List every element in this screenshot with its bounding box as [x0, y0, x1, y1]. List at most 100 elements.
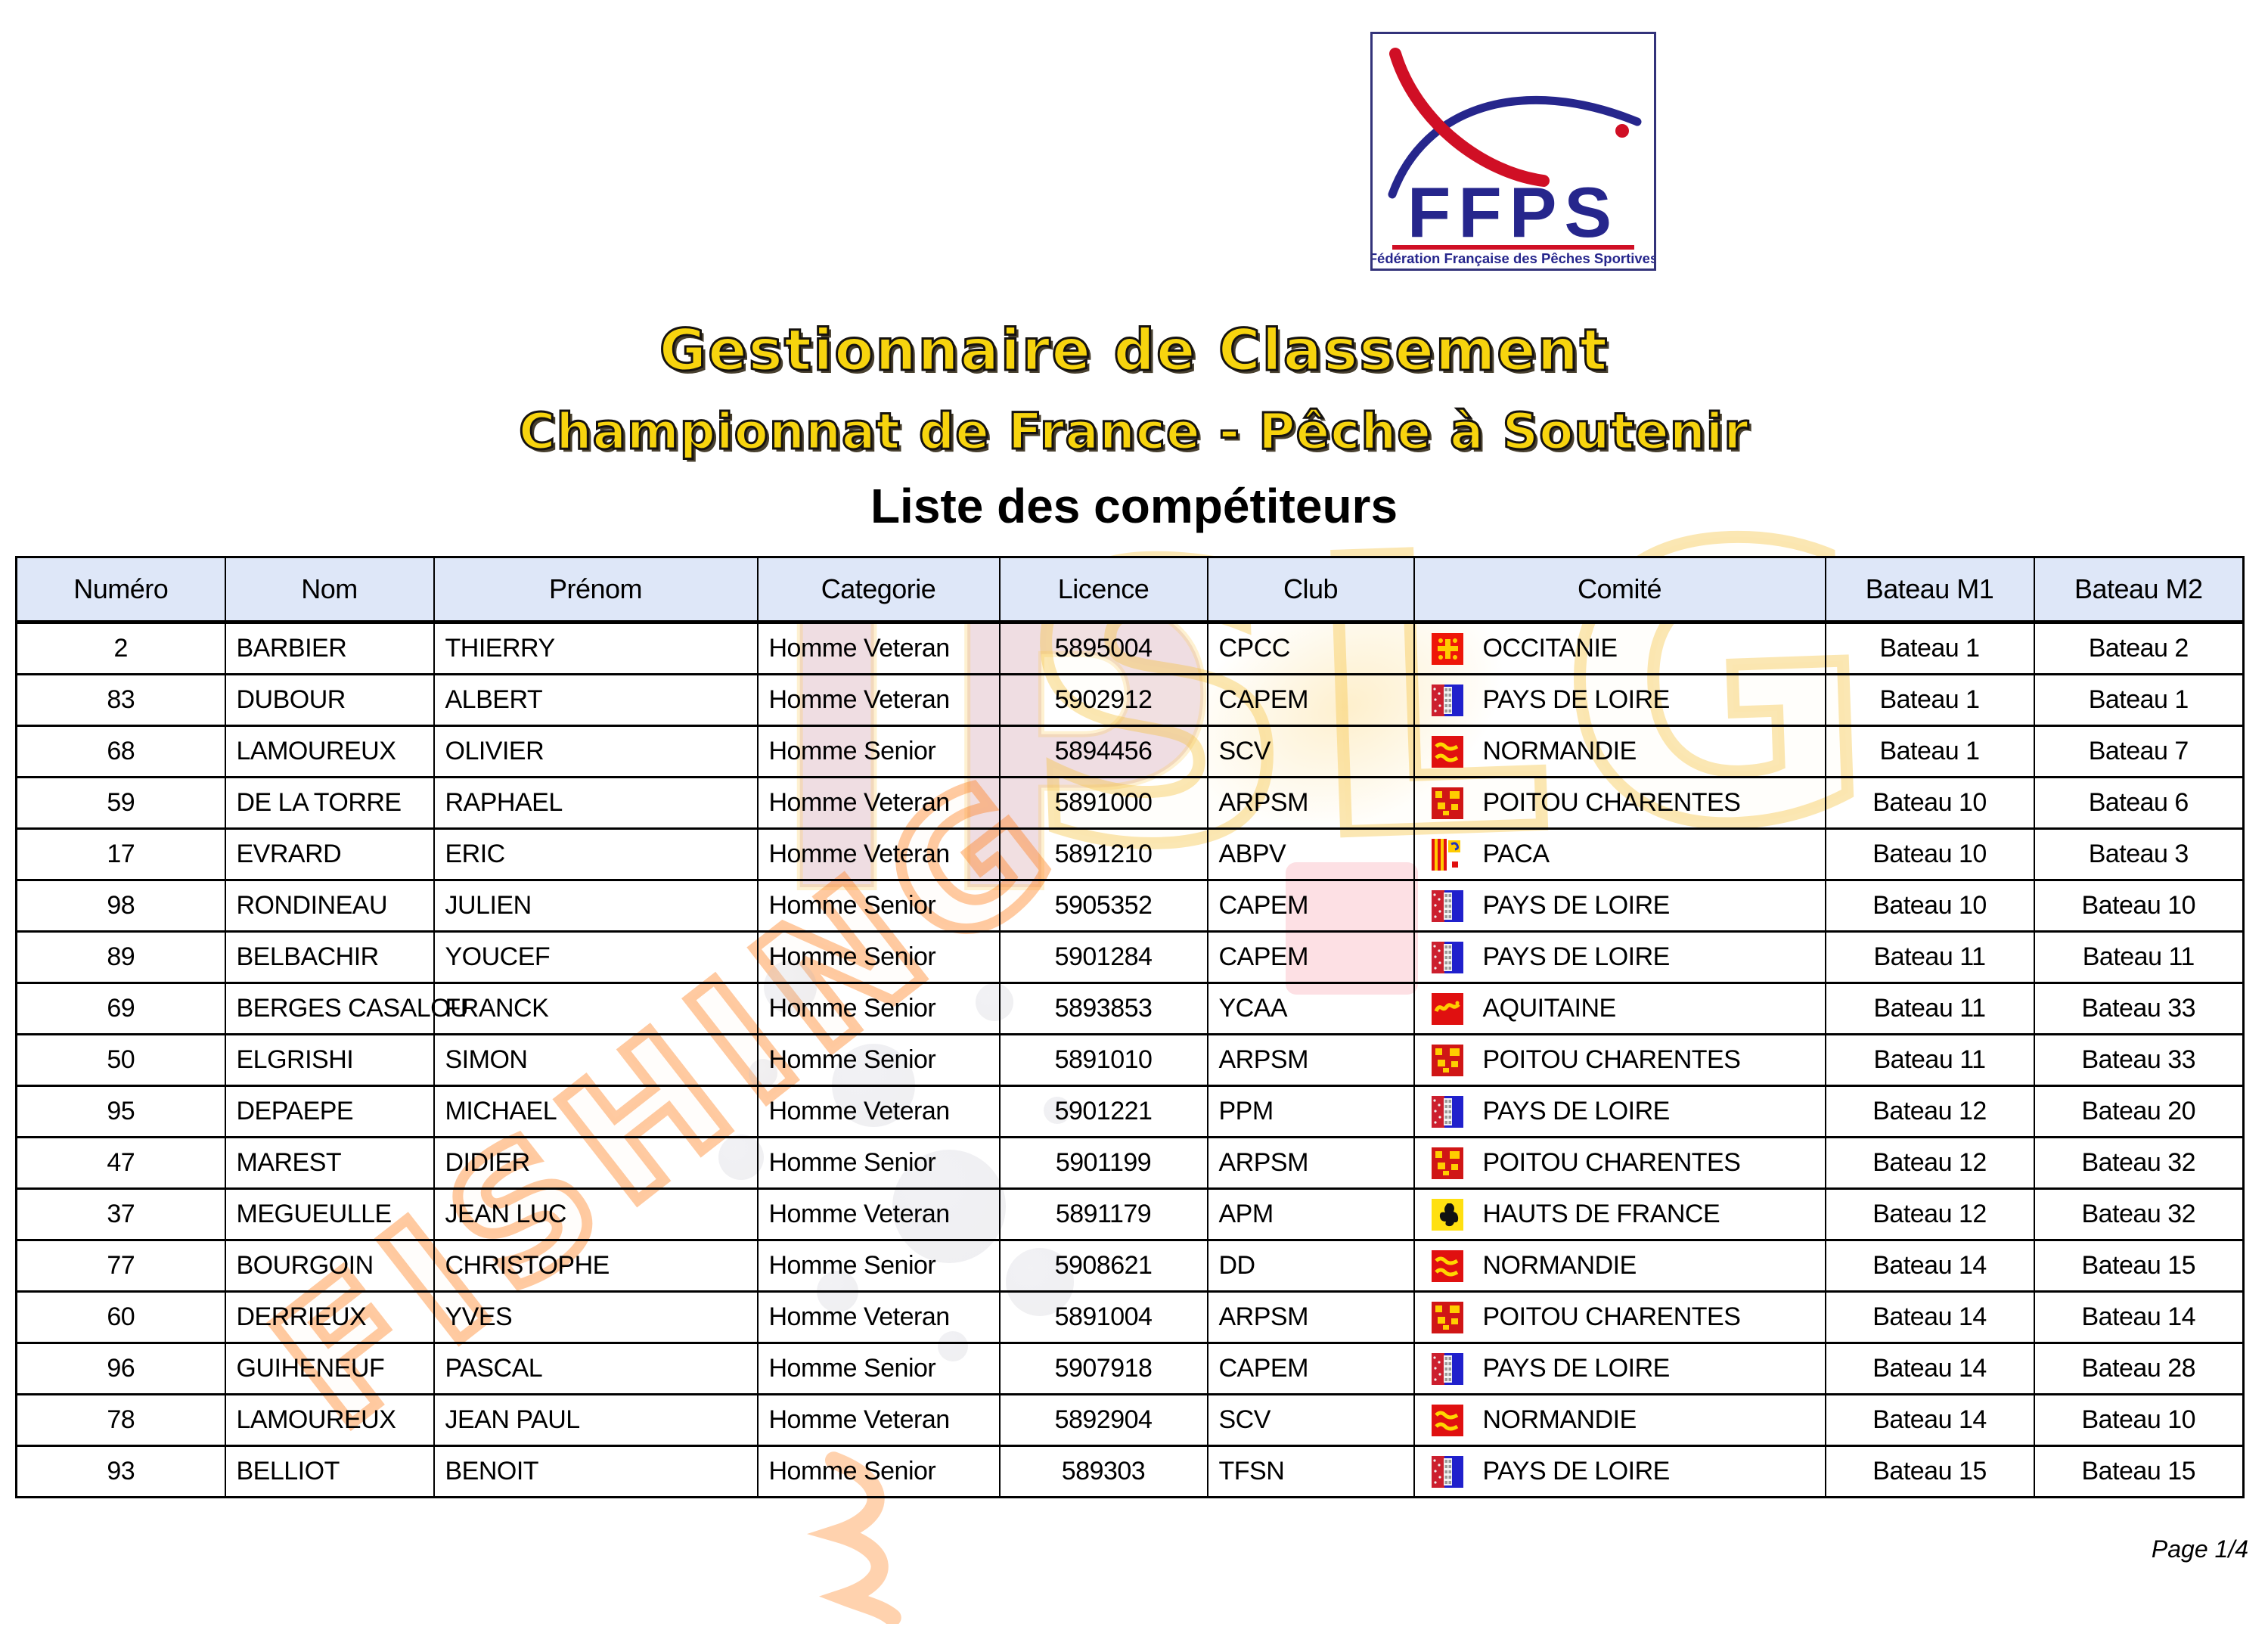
cell-bateau-m1: Bateau 14 — [1824, 1342, 2035, 1395]
cell-bateau-m2: Bateau 15 — [2033, 1445, 2245, 1498]
table-row: 17 EVRARD ERIC Homme Veteran 5891210 ABP… — [15, 827, 2245, 881]
pays-de-loire-flag-icon — [1431, 684, 1463, 716]
cell-prenom: THIERRY — [433, 621, 759, 675]
cell-comite: PAYS DE LOIRE — [1413, 930, 1826, 984]
cell-prenom: DIDIER — [433, 1136, 759, 1190]
cell-club: SCV — [1206, 725, 1415, 778]
table-row: 77 BOURGOIN CHRISTOPHE Homme Senior 5908… — [15, 1239, 2245, 1293]
cell-licence: 5907918 — [998, 1342, 1208, 1395]
comite-label: AQUITAINE — [1482, 994, 1617, 1023]
logo-caption: Fédération Française des Pêches Sportive… — [1373, 250, 1654, 266]
cell-club: PPM — [1206, 1085, 1415, 1138]
cell-numero: 37 — [15, 1187, 226, 1241]
cell-numero: 93 — [15, 1445, 226, 1498]
ffps-logo: FFPS Fédération Française des Pêches Spo… — [1370, 32, 1656, 271]
cell-comite: POITOU CHARENTES — [1413, 1033, 1826, 1087]
cell-bateau-m1: Bateau 11 — [1824, 1033, 2035, 1087]
cell-categorie: Homme Senior — [756, 1033, 1001, 1087]
cell-categorie: Homme Senior — [756, 725, 1001, 778]
cell-categorie: Homme Veteran — [756, 776, 1001, 830]
cell-prenom: RAPHAEL — [433, 776, 759, 830]
cell-comite: POITOU CHARENTES — [1413, 776, 1826, 830]
cell-nom: BELBACHIR — [224, 930, 435, 984]
cell-numero: 89 — [15, 930, 226, 984]
cell-numero: 69 — [15, 982, 226, 1035]
cell-categorie: Homme Senior — [756, 1445, 1001, 1498]
table-row: 47 MAREST DIDIER Homme Senior 5901199 AR… — [15, 1136, 2245, 1190]
header-prenom: Prénom — [433, 556, 759, 624]
cell-club: CAPEM — [1206, 673, 1415, 727]
cell-licence: 5891000 — [998, 776, 1208, 830]
table-row: 68 LAMOUREUX OLIVIER Homme Senior 589445… — [15, 725, 2245, 778]
cell-bateau-m2: Bateau 20 — [2033, 1085, 2245, 1138]
cell-bateau-m2: Bateau 15 — [2033, 1239, 2245, 1293]
cell-categorie: Homme Senior — [756, 879, 1001, 933]
cell-club: CPCC — [1206, 621, 1415, 675]
cell-licence: 5895004 — [998, 621, 1208, 675]
cell-nom: BERGES CASALOU — [224, 982, 469, 1035]
table-row: 37 MEGUEULLE JEAN LUC Homme Veteran 5891… — [15, 1187, 2245, 1241]
cell-categorie: Homme Veteran — [756, 1085, 1001, 1138]
cell-bateau-m2: Bateau 10 — [2033, 1393, 2245, 1447]
header-club: Club — [1206, 556, 1415, 624]
comite-label: HAUTS DE FRANCE — [1482, 1200, 1720, 1228]
cell-bateau-m1: Bateau 14 — [1824, 1290, 2035, 1344]
comite-label: POITOU CHARENTES — [1482, 788, 1741, 817]
cell-numero: 77 — [15, 1239, 226, 1293]
event-title: Championnat de France - Pêche à Soutenir — [518, 402, 1750, 462]
cell-comite: POITOU CHARENTES — [1413, 1290, 1826, 1344]
cell-bateau-m1: Bateau 15 — [1824, 1445, 2035, 1498]
cell-licence: 5891010 — [998, 1033, 1208, 1087]
cell-bateau-m2: Bateau 32 — [2033, 1136, 2245, 1190]
comite-label: NORMANDIE — [1482, 1251, 1637, 1280]
cell-bateau-m2: Bateau 2 — [2033, 621, 2245, 675]
cell-club: APM — [1206, 1187, 1415, 1241]
table-row: 69 BERGES CASALOU FRANCK Homme Senior 58… — [15, 982, 2245, 1035]
comite-label: POITOU CHARENTES — [1482, 1302, 1741, 1331]
cell-numero: 59 — [15, 776, 226, 830]
cell-numero: 50 — [15, 1033, 226, 1087]
cell-bateau-m1: Bateau 14 — [1824, 1393, 2035, 1447]
cell-club: DD — [1206, 1239, 1415, 1293]
cell-numero: 47 — [15, 1136, 226, 1190]
cell-categorie: Homme Senior — [756, 982, 1001, 1035]
cell-nom: LAMOUREUX — [224, 725, 435, 778]
page-title: Liste des compétiteurs — [870, 479, 1398, 533]
cell-bateau-m2: Bateau 10 — [2033, 879, 2245, 933]
cell-numero: 2 — [15, 621, 226, 675]
cell-comite: OCCITANIE — [1413, 621, 1826, 675]
cell-licence: 5893853 — [998, 982, 1208, 1035]
comite-label: PAYS DE LOIRE — [1482, 1457, 1671, 1485]
cell-numero: 95 — [15, 1085, 226, 1138]
poitou-charentes-flag-icon — [1431, 1301, 1463, 1333]
cell-categorie: Homme Veteran — [756, 673, 1001, 727]
table-row: 95 DEPAEPE MICHAEL Homme Veteran 5901221… — [15, 1085, 2245, 1138]
header-categorie: Categorie — [756, 556, 1001, 624]
cell-categorie: Homme Veteran — [756, 621, 1001, 675]
table-row: 60 DERRIEUX YVES Homme Veteran 5891004 A… — [15, 1290, 2245, 1344]
cell-nom: MAREST — [224, 1136, 435, 1190]
aquitaine-flag-icon — [1431, 992, 1463, 1025]
comite-label: PAYS DE LOIRE — [1482, 685, 1671, 714]
cell-bateau-m2: Bateau 7 — [2033, 725, 2245, 778]
cell-bateau-m1: Bateau 12 — [1824, 1187, 2035, 1241]
comite-label: NORMANDIE — [1482, 1405, 1637, 1434]
cell-bateau-m1: Bateau 1 — [1824, 725, 2035, 778]
cell-comite: PAYS DE LOIRE — [1413, 879, 1826, 933]
pays-de-loire-flag-icon — [1431, 1352, 1463, 1385]
cell-numero: 96 — [15, 1342, 226, 1395]
cell-comite: PACA — [1413, 827, 1826, 881]
cell-categorie: Homme Veteran — [756, 1290, 1001, 1344]
comite-label: POITOU CHARENTES — [1482, 1148, 1741, 1177]
cell-club: CAPEM — [1206, 1342, 1415, 1395]
cell-comite: NORMANDIE — [1413, 1239, 1826, 1293]
comite-label: PAYS DE LOIRE — [1482, 891, 1671, 920]
cell-numero: 68 — [15, 725, 226, 778]
cell-bateau-m1: Bateau 11 — [1824, 982, 2035, 1035]
cell-categorie: Homme Senior — [756, 1136, 1001, 1190]
cell-licence: 5905352 — [998, 879, 1208, 933]
header-numero: Numéro — [15, 556, 226, 624]
cell-bateau-m2: Bateau 14 — [2033, 1290, 2245, 1344]
poitou-charentes-flag-icon — [1431, 787, 1463, 819]
header-comite: Comité — [1413, 556, 1826, 624]
